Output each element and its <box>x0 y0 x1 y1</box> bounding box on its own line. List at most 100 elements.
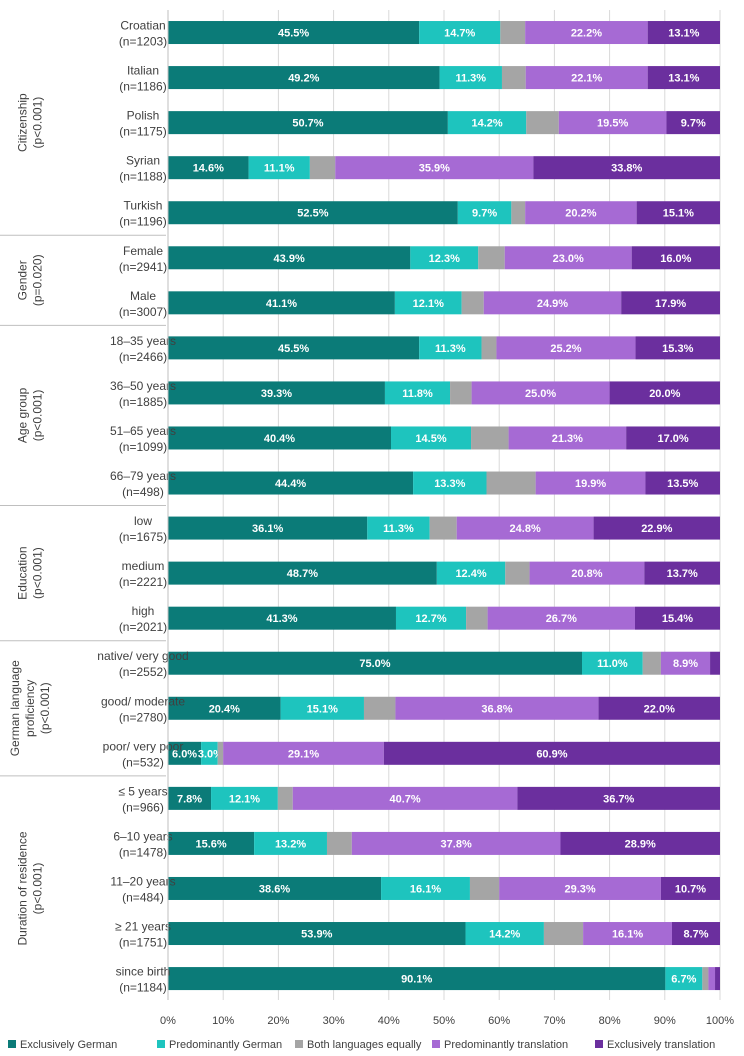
data-label: 22.1% <box>571 73 602 85</box>
x-tick-label: 100% <box>706 1015 734 1027</box>
bar-segment <box>168 831 255 855</box>
bar-segment <box>465 922 544 946</box>
x-tick-label: 20% <box>267 1015 289 1027</box>
bar-segment <box>665 967 703 991</box>
data-label: 20.4% <box>209 703 240 715</box>
bar-segment <box>504 246 632 270</box>
data-label: 38.6% <box>259 883 290 895</box>
data-label: 15.6% <box>195 838 226 850</box>
category-label: Female (n=2941) <box>119 244 167 274</box>
bar-segment <box>543 922 584 946</box>
group-label: Citizenship(p<0.001) <box>16 93 45 152</box>
bar-segment <box>326 831 352 855</box>
bar-segment <box>461 291 484 315</box>
bar-segment <box>511 201 526 225</box>
legend-label: Both languages equally <box>307 1039 422 1051</box>
group-labels: Citizenship(p<0.001) Gender(p=0.020) Age g… <box>0 93 166 946</box>
category-label: 36–50 years (n=1885) <box>110 379 176 409</box>
bar-segment <box>277 786 293 810</box>
bar-segment <box>505 561 530 585</box>
bar-segment <box>710 651 720 675</box>
data-label: 22.0% <box>644 703 675 715</box>
bar-segment <box>168 561 437 585</box>
data-label: 53.9% <box>301 929 332 941</box>
category-label: 18–35 years (n=2466) <box>110 334 176 364</box>
bar-segment <box>471 381 610 405</box>
bar-segment <box>201 741 218 765</box>
data-label: 19.9% <box>575 478 606 490</box>
bar-segment <box>168 156 249 180</box>
data-label: 8.9% <box>673 658 698 670</box>
x-tick-label: 30% <box>323 1015 345 1027</box>
category-label: good/ moderate (n=2780) <box>101 694 185 724</box>
category-label: Croatian (n=1203) <box>119 19 167 49</box>
bar-segment <box>483 291 622 315</box>
data-label: 36.1% <box>252 523 283 535</box>
legend-swatch <box>432 1040 440 1048</box>
data-label: 50.7% <box>292 118 323 130</box>
data-label: 33.8% <box>611 163 642 175</box>
data-label: 15.4% <box>662 613 693 625</box>
data-label: 25.2% <box>550 343 581 355</box>
data-label: 41.3% <box>266 613 297 625</box>
data-label: 14.5% <box>415 433 446 445</box>
bar-segment <box>526 111 559 135</box>
category-label: poor/ very poor (n=532) <box>103 739 184 769</box>
bar-segment <box>634 606 720 630</box>
bar-segment <box>525 201 637 225</box>
bar-segment <box>168 606 396 630</box>
data-label: 44.4% <box>275 478 306 490</box>
bar-segment <box>647 66 720 90</box>
legend-swatch <box>595 1040 603 1048</box>
bar-segment <box>457 201 512 225</box>
legend: Exclusively German Predominantly German Bo… <box>8 1039 715 1051</box>
data-label: 12.1% <box>229 793 260 805</box>
x-tick-label: 70% <box>543 1015 565 1027</box>
data-label: 16.1% <box>410 883 441 895</box>
legend-label: Predominantly translation <box>444 1039 568 1051</box>
group-label: Age group(p<0.001) <box>16 387 45 443</box>
data-label: 11.8% <box>402 388 433 400</box>
category-label: Male (n=3007) <box>119 289 167 319</box>
x-tick-label: 0% <box>160 1015 176 1027</box>
bar-segment <box>419 336 482 360</box>
data-label: 29.3% <box>564 883 595 895</box>
data-label: 15.1% <box>307 703 338 715</box>
bar-segment <box>631 246 720 270</box>
data-label: 75.0% <box>359 658 390 670</box>
bar-segment <box>383 741 720 765</box>
bar-segment <box>517 786 720 810</box>
bar-segment <box>598 696 720 720</box>
category-label: since birth (n=1184) <box>116 965 171 995</box>
bar-segment <box>671 922 720 946</box>
bar-segment <box>660 876 720 900</box>
data-label: 90.1% <box>401 974 432 986</box>
bar-segment <box>254 831 327 855</box>
data-label: 37.8% <box>441 838 472 850</box>
category-label: Italian (n=1186) <box>119 64 166 94</box>
bar-segment <box>168 381 385 405</box>
bar-segment <box>469 876 500 900</box>
bar-segment <box>481 336 497 360</box>
bar-segment <box>500 21 526 45</box>
data-label: 14.7% <box>444 28 475 40</box>
bar-segment <box>168 336 420 360</box>
bar-segment <box>525 66 648 90</box>
data-label: 23.0% <box>553 253 584 265</box>
bar-segment <box>439 66 502 90</box>
bar-segment <box>529 561 645 585</box>
x-tick-label: 10% <box>212 1015 234 1027</box>
data-label: 14.6% <box>193 163 224 175</box>
bar-segment <box>558 111 667 135</box>
data-label: 20.2% <box>565 208 596 220</box>
data-label: 28.9% <box>625 838 656 850</box>
bar-segment <box>168 426 392 450</box>
bar-segment <box>499 876 661 900</box>
data-label: 13.1% <box>668 73 699 85</box>
x-tick-label: 80% <box>599 1015 621 1027</box>
data-label: 12.1% <box>413 298 444 310</box>
category-label: 11–20 years (n=484) <box>110 874 175 904</box>
bar-segment <box>478 246 505 270</box>
bar-segment <box>609 381 720 405</box>
data-label: 26.7% <box>546 613 577 625</box>
